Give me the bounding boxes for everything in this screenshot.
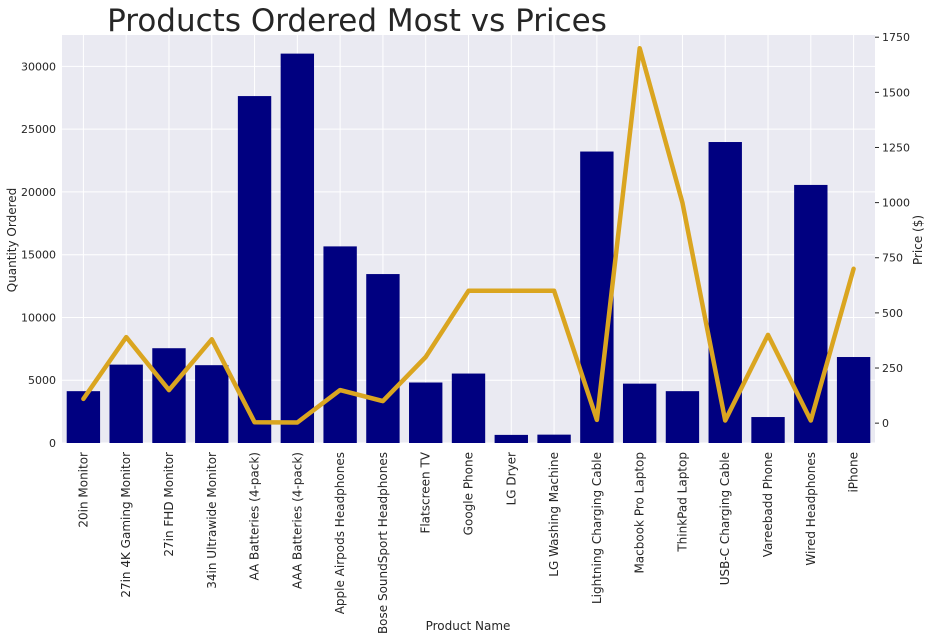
- y2-tick-label: 250: [882, 362, 903, 375]
- y2-tick-label: 1000: [882, 197, 910, 210]
- category-label: LG Washing Machine: [547, 452, 561, 577]
- category-label: ThinkPad Laptop: [675, 452, 689, 553]
- category-label: 27in FHD Monitor: [162, 452, 176, 557]
- x-axis-title: Product Name: [426, 619, 511, 633]
- y2-tick-label: 1500: [882, 86, 910, 99]
- bar: [494, 434, 528, 443]
- bar: [665, 391, 700, 443]
- category-label: Wired Headphones: [804, 452, 818, 566]
- bar: [280, 53, 315, 443]
- bar: [237, 96, 272, 443]
- y-tick-label: 0: [49, 437, 56, 450]
- bar: [622, 383, 657, 443]
- y-tick-label: 25000: [21, 123, 56, 136]
- category-label: 27in 4K Gaming Monitor: [119, 452, 133, 598]
- category-label: Macbook Pro Laptop: [633, 452, 647, 574]
- category-label: Google Phone: [462, 452, 476, 535]
- y-tick-label: 20000: [21, 186, 56, 199]
- category-label: 20in Monitor: [76, 452, 90, 528]
- y-tick-label: 15000: [21, 249, 56, 262]
- y2-tick-label: 1750: [882, 31, 910, 44]
- price-line-path: [81, 45, 856, 425]
- category-label: Vareebadd Phone: [761, 452, 775, 557]
- y-tick-label: 10000: [21, 311, 56, 324]
- y2-tick-label: 0: [882, 417, 889, 430]
- bar: [195, 365, 229, 443]
- bar: [580, 151, 614, 443]
- bar: [409, 382, 443, 443]
- bar: [708, 142, 742, 443]
- bar: [751, 417, 785, 443]
- bar: [794, 184, 828, 443]
- y-tick-label: 30000: [21, 60, 56, 73]
- y2-tick-label: 500: [882, 307, 903, 320]
- x-axis: 20in Monitor 27in 4K Gaming Monitor 27in F…: [76, 451, 860, 634]
- category-label: AA Batteries (4-pack): [248, 452, 262, 581]
- category-label: iPhone: [847, 452, 861, 493]
- price-line: [81, 45, 856, 425]
- bars: [66, 53, 871, 443]
- bar: [836, 357, 871, 443]
- category-label: AAA Batteries (4-pack): [290, 452, 304, 589]
- category-label: Apple Airpods Headphones: [333, 452, 347, 614]
- chart-title: Products Ordered Most vs Prices: [107, 3, 607, 39]
- y2-axis-title: Price ($): [911, 215, 925, 265]
- bar: [366, 274, 400, 443]
- category-label: USB-C Charging Cable: [718, 452, 732, 585]
- category-label: Bose SoundSport Headphones: [376, 452, 390, 634]
- category-label: 34in Ultrawide Monitor: [205, 452, 219, 589]
- category-label: LG Dryer: [504, 452, 518, 505]
- bar: [109, 364, 143, 443]
- bar: [537, 434, 571, 443]
- y2-tick-label: 750: [882, 252, 903, 265]
- y-tick-label: 5000: [28, 374, 56, 387]
- bar: [323, 246, 357, 443]
- y2-tick-label: 1250: [882, 141, 910, 154]
- right-axis: 0 250 500 750 1000 1250 1500 1750: [875, 31, 910, 430]
- left-axis: 0 5000 10000 15000 20000 25000 30000: [21, 60, 56, 450]
- category-label: Lightning Charging Cable: [590, 452, 604, 604]
- category-label: Flatscreen TV: [419, 451, 433, 533]
- bar: [152, 348, 186, 443]
- bar: [451, 373, 486, 443]
- y-axis-title: Quantity Ordered: [5, 188, 19, 293]
